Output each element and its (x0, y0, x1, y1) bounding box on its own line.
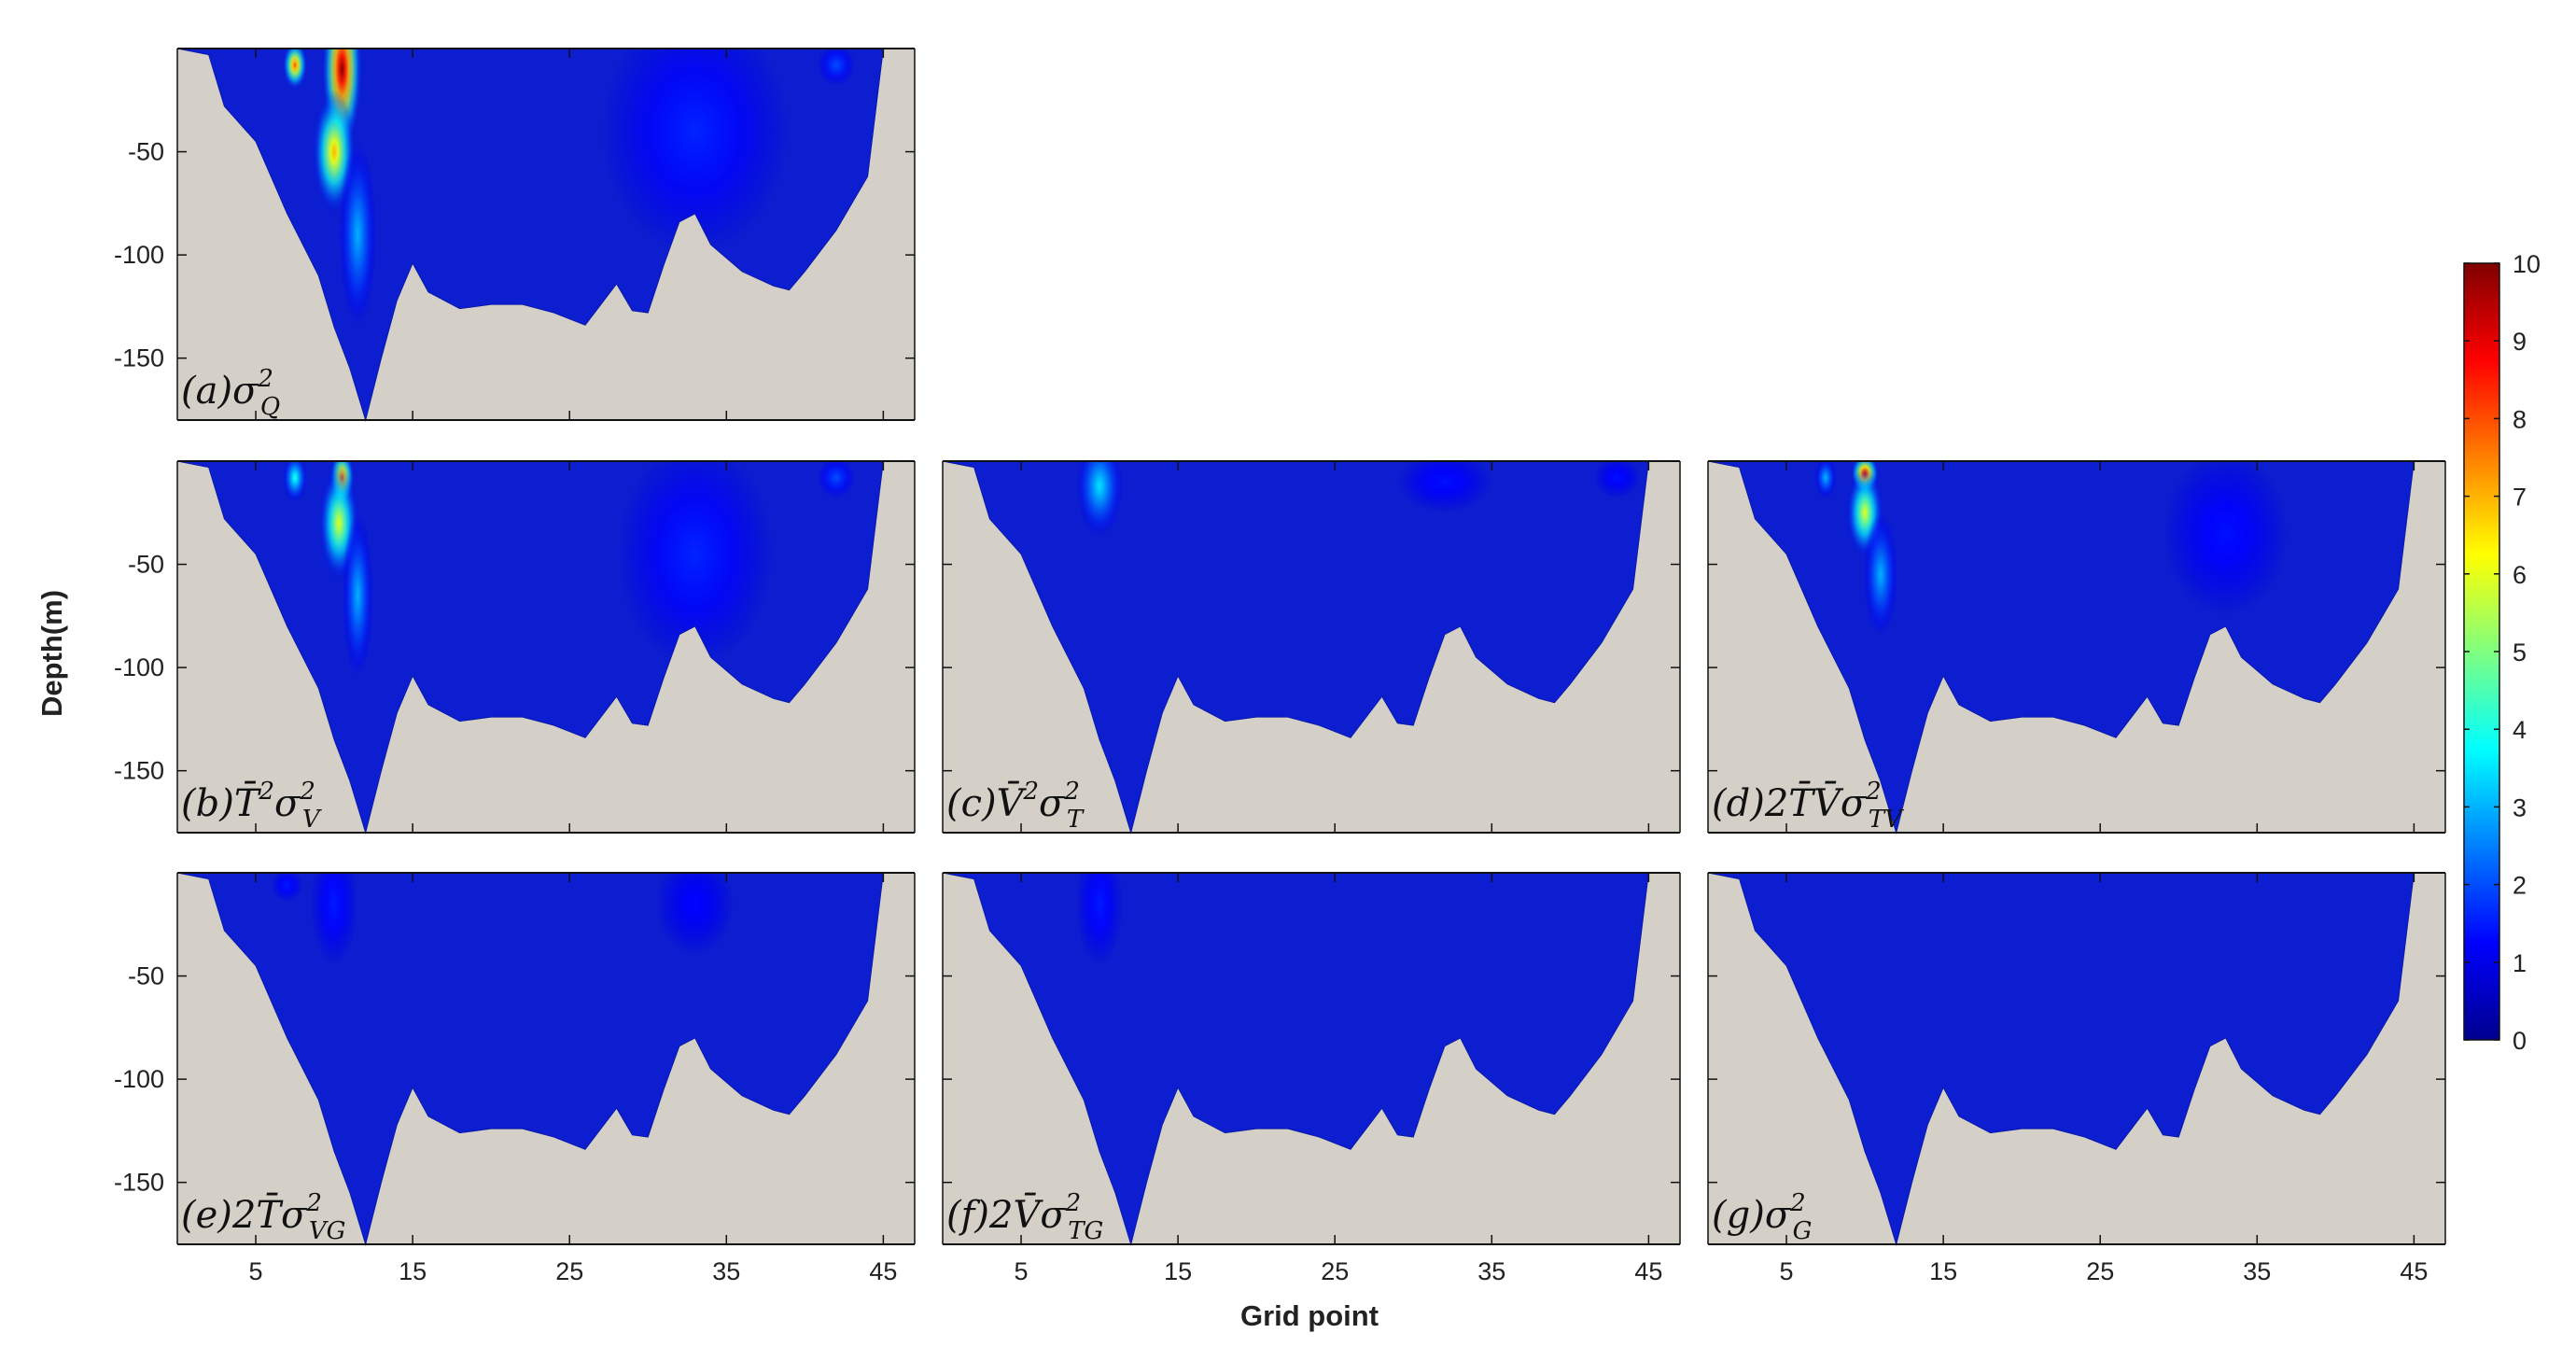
x-tick-label: 35 (1477, 1257, 1505, 1285)
colorbar-tick-label: 3 (2513, 793, 2527, 821)
y-tick-label: -100 (114, 1065, 164, 1093)
x-tick-label: 15 (1929, 1257, 1957, 1285)
colorbar-tick-label: 1 (2513, 949, 2527, 977)
hotspot (271, 873, 303, 902)
y-tick-label: -50 (128, 551, 164, 579)
hotspot (1397, 461, 1492, 513)
panel-e: 5 15 25 35 45 -50 -100 -150 (e)2T̄σ2 VG (114, 872, 916, 1285)
colorbar-tick-label: 10 (2513, 250, 2541, 278)
x-tick-label: 35 (2243, 1257, 2271, 1285)
bathymetry-outline (942, 460, 1680, 835)
hotspot (1075, 873, 1124, 966)
panel-label-c: (c)V̄2σ2 T (946, 778, 1085, 834)
hotspot (282, 49, 308, 91)
hotspot (1814, 461, 1837, 498)
x-tick-label: 45 (1634, 1257, 1662, 1285)
panel-label-g: (g)σ2 G (1712, 1189, 1812, 1245)
panel-b: -50 -100 -150 (b)T̄2σ2 V (114, 460, 916, 835)
hotspot (1593, 461, 1641, 498)
x-tick-label: 15 (1164, 1257, 1192, 1285)
bathymetry-outline (176, 48, 915, 422)
y-tick-label: -150 (114, 1169, 164, 1197)
y-tick-label: -50 (128, 138, 164, 166)
panel-label-e: (e)2T̄σ2 VG (181, 1189, 345, 1245)
hotspot (817, 461, 856, 498)
panel-label-f: (f)2V̄σ2 TG (946, 1189, 1103, 1245)
x-tick-label: 5 (1780, 1257, 1794, 1285)
x-tick-label: 35 (712, 1257, 740, 1285)
bathymetry-outline (176, 460, 915, 835)
x-tick-label: 5 (1015, 1257, 1029, 1285)
x-tick-label: 45 (2400, 1257, 2428, 1285)
x-tick-label: 25 (555, 1257, 583, 1285)
x-axis-label: Grid point (1240, 1299, 1379, 1332)
colorbar-tick-label: 7 (2513, 484, 2527, 512)
hotspot (1075, 461, 1124, 538)
y-tick-label: -100 (114, 241, 164, 269)
panel-label-d: (d)2T̄V̄σ2 TV (1712, 778, 1904, 834)
hotspot (339, 141, 377, 328)
panel-a: -50 -100 -150 (a)σ2 Q (114, 48, 916, 422)
x-tick-label: 15 (399, 1257, 427, 1285)
colorbar-tick-label: 8 (2513, 405, 2527, 433)
panels: -50 -100 -150 (a)σ2 Q -50 -100 -150 (b)T̄2σ2 V (c)… (114, 48, 2446, 1285)
panel-d: (d)2T̄V̄σ2 TV (1707, 460, 2446, 835)
x-tick-label: 25 (1321, 1257, 1349, 1285)
x-tick-label: 45 (869, 1257, 897, 1285)
colorbar-tick-label: 6 (2513, 561, 2527, 589)
hotspot (282, 461, 308, 503)
panel-label-b: (b)T̄2σ2 V (181, 778, 322, 834)
hotspot (310, 873, 358, 966)
hotspot (1863, 512, 1898, 637)
y-tick-label: -50 (128, 962, 164, 990)
colorbar-tick-label: 4 (2513, 716, 2527, 744)
panel-g: 5 15 25 35 45 (g)σ2 G (1707, 872, 2446, 1285)
colorbar: 0 1 2 3 4 5 6 7 8 9 10 (2463, 250, 2541, 1055)
y-tick-label: -150 (114, 344, 164, 372)
water-field (177, 49, 915, 420)
y-axis-label: Depth(m) (35, 590, 68, 717)
hotspot (342, 512, 374, 679)
hotspot (655, 873, 735, 956)
x-tick-label: 25 (2086, 1257, 2114, 1285)
hotspot (616, 461, 774, 668)
bathymetry-outline (1707, 872, 2445, 1246)
panel-label-a: (a)σ2 Q (181, 365, 280, 421)
colorbar-tick-label: 5 (2513, 638, 2527, 666)
panel-c: (c)V̄2σ2 T (942, 460, 1681, 835)
bathymetry-outline (176, 872, 915, 1246)
panel-f: 5 15 25 35 45 (f)2V̄σ2 TG (942, 872, 1681, 1285)
hotspot (2163, 461, 2289, 616)
y-tick-label: -150 (114, 757, 164, 785)
hotspot (600, 49, 790, 256)
x-tick-label: 5 (249, 1257, 263, 1285)
bathymetry-outline (1707, 460, 2445, 835)
hotspot (817, 49, 856, 86)
y-tick-label: -100 (114, 653, 164, 681)
colorbar-tick-label: 9 (2513, 328, 2527, 356)
colorbar-tick-label: 2 (2513, 872, 2527, 900)
bathymetry-outline (942, 872, 1680, 1246)
colorbar-tick-label: 0 (2513, 1027, 2527, 1055)
